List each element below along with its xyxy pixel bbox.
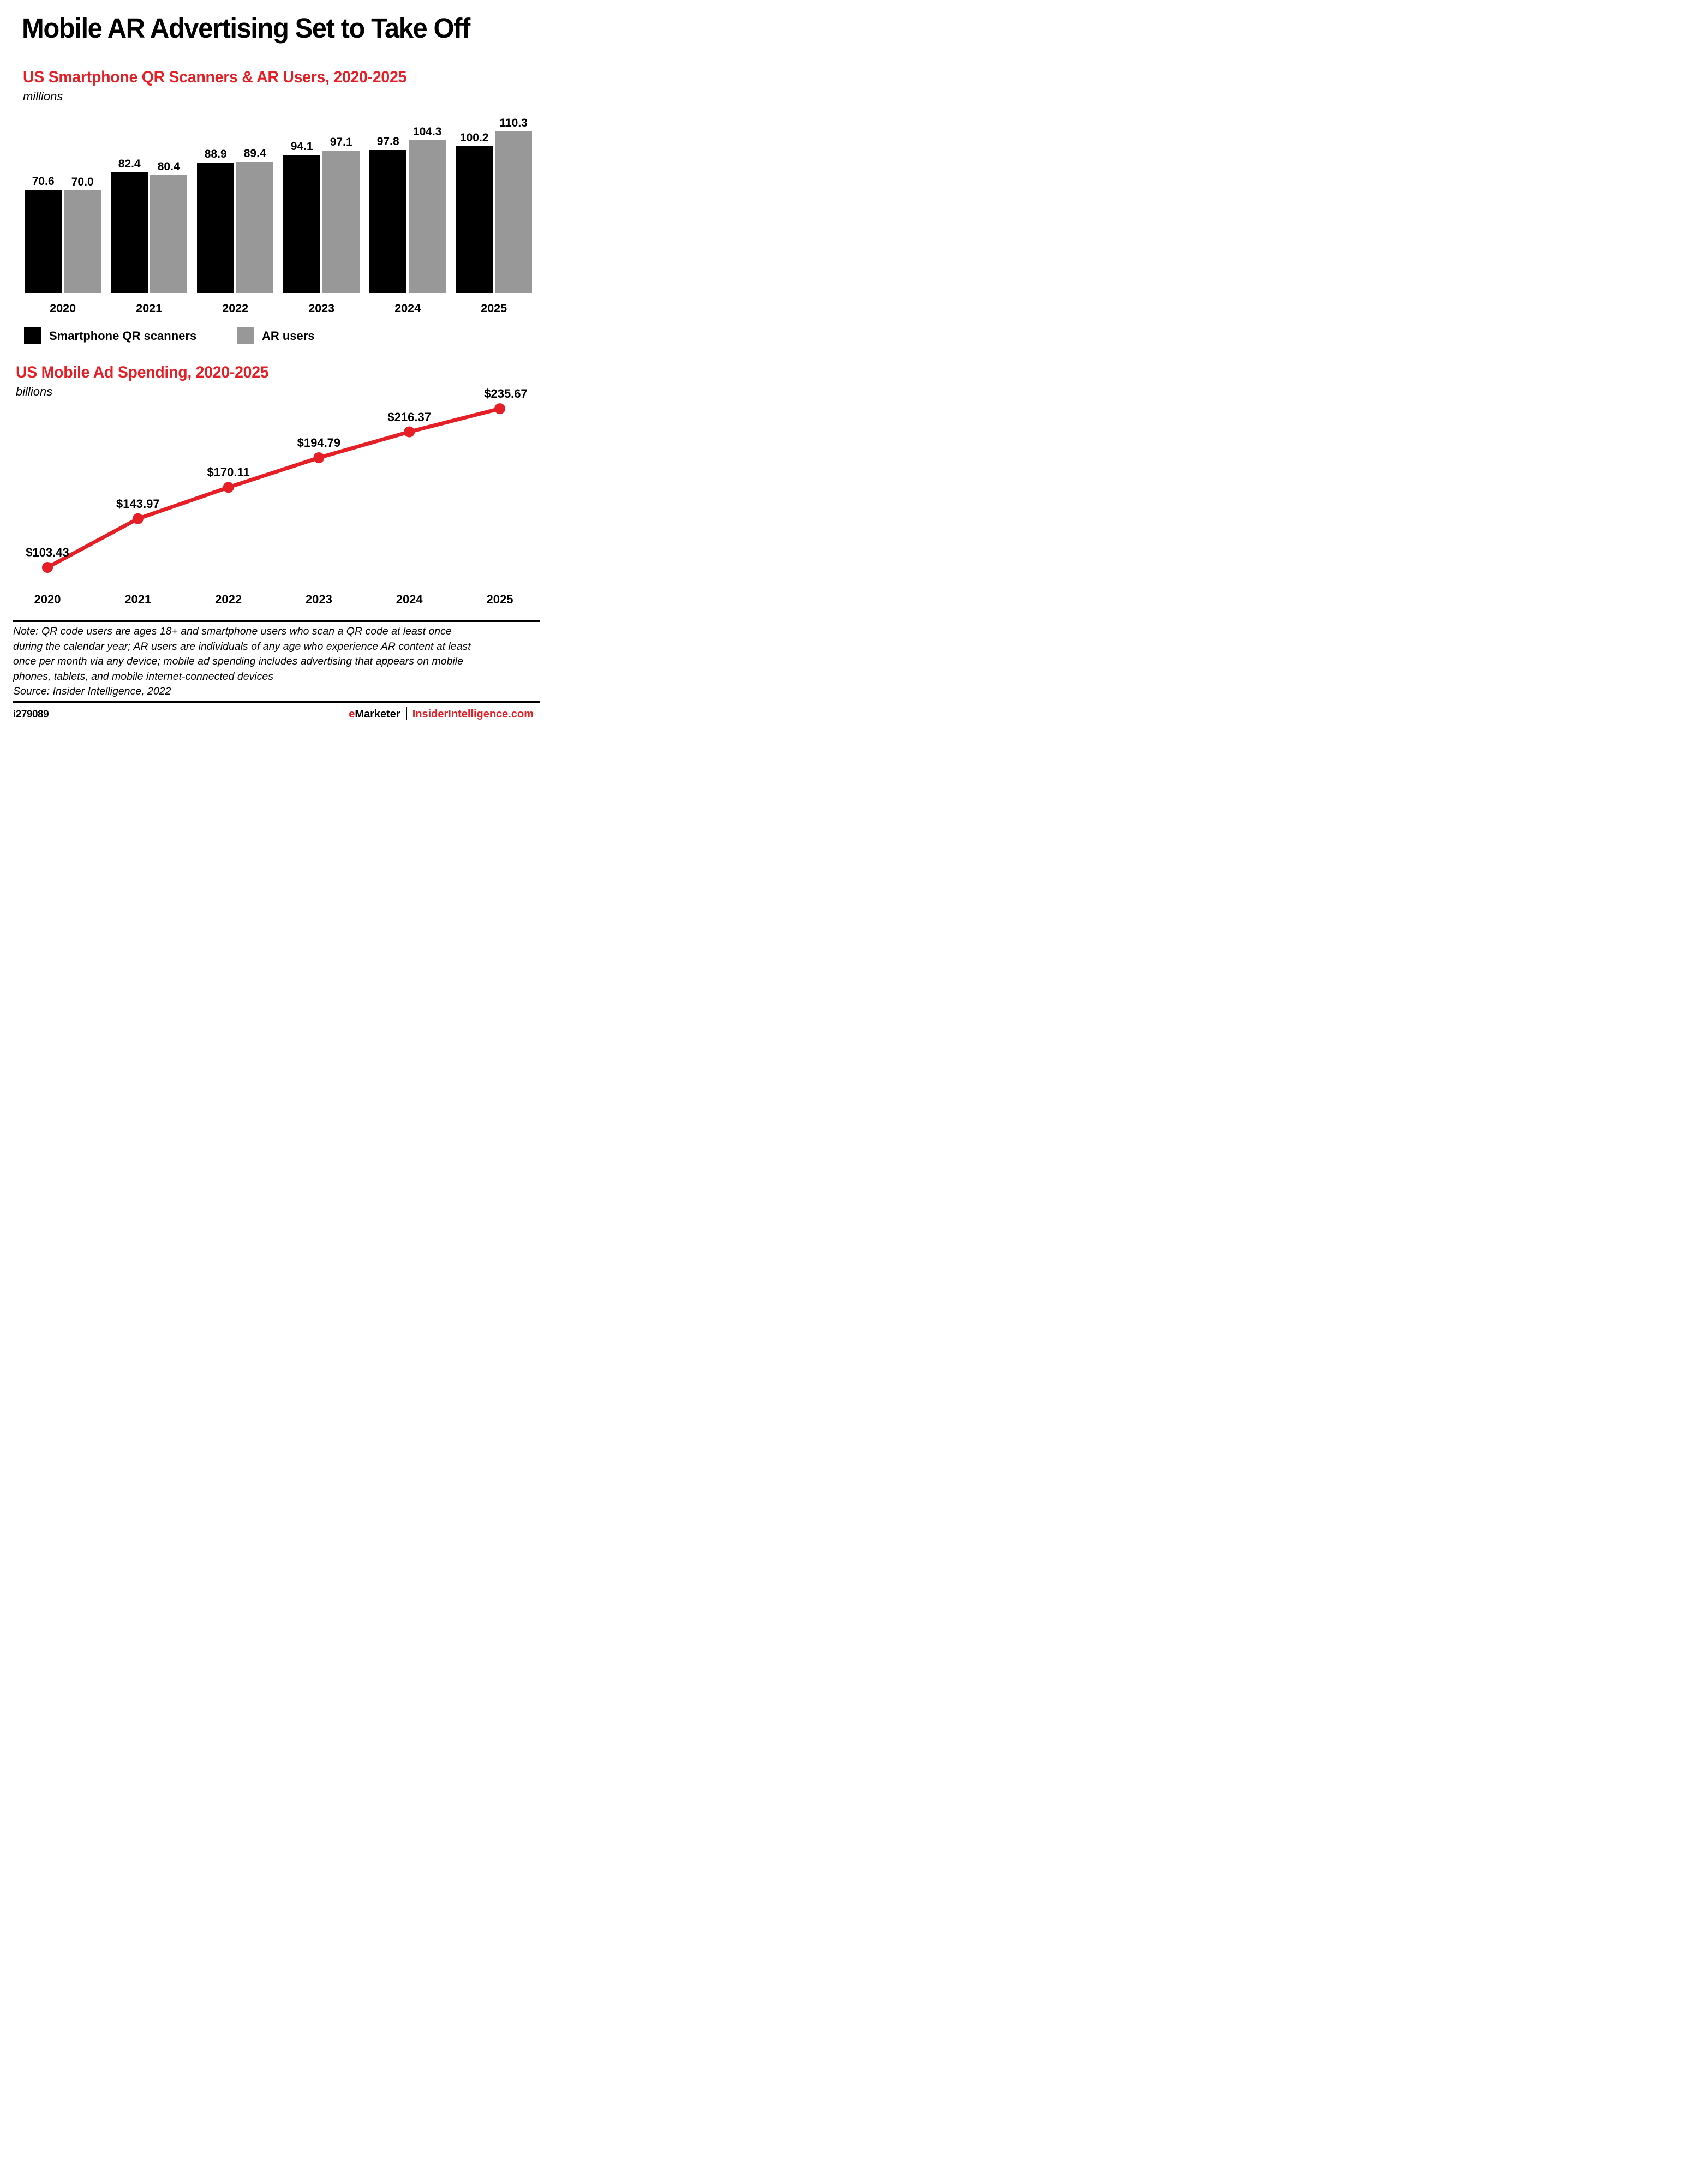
infographic: Mobile AR Advertising Set to Take Off US…	[0, 0, 564, 728]
bar-qr-scanners-2020	[25, 189, 62, 293]
bar-qr-scanners-2023	[283, 155, 321, 293]
footer-rule	[13, 701, 540, 703]
line-value-label: $170.11	[207, 465, 250, 480]
line-value-label: $194.79	[297, 436, 341, 450]
brand-site-link: InsiderIntelligence.com	[412, 708, 534, 720]
note-line-4: phones, tablets, and mobile internet-con…	[13, 670, 273, 683]
bar-chart-title: US Smartphone QR Scanners & AR Users, 20…	[23, 68, 407, 86]
brand-emarketer: eMarketer	[349, 708, 400, 720]
emarketer-e: e	[349, 708, 355, 720]
bar-value-label: 70.6	[32, 175, 55, 188]
brand-separator-bar	[405, 707, 407, 720]
line-series-path	[46, 406, 500, 570]
bar-chart-unit-label: millions	[23, 89, 63, 103]
bar-value-label: 97.8	[376, 135, 399, 148]
bar-x-axis-label-2025: 2025	[481, 302, 507, 315]
line-chart-unit-label: billions	[16, 385, 53, 398]
line-x-axis-label-2025: 2025	[486, 593, 513, 606]
line-x-axis-label-2021: 2021	[124, 593, 152, 606]
bar-value-label: 97.1	[330, 136, 352, 149]
bar-value-label: 94.1	[290, 140, 313, 153]
line-point-2023	[313, 452, 325, 464]
bar-value-label: 82.4	[118, 157, 141, 170]
line-value-label: $103.43	[26, 546, 69, 559]
bar-ar-users-2023	[322, 151, 360, 293]
line-chart-title: US Mobile Ad Spending, 2020-2025	[16, 363, 269, 381]
bar-x-axis-label-2023: 2023	[308, 302, 335, 315]
bar-ar-users-2022	[236, 162, 274, 293]
bar-chart-plot: 70.6 70.0 2020 82.4 80.4 2021 88.9 89.4 2022 94.1…	[0, 0, 564, 327]
bar-x-axis-label-2021: 2021	[136, 302, 163, 315]
line-point-2022	[223, 482, 234, 493]
bar-value-label: 80.4	[157, 160, 180, 173]
bar-ar-users-2020	[64, 190, 101, 293]
line-value-label: $216.37	[387, 410, 431, 424]
bar-qr-scanners-2025	[456, 146, 493, 293]
bar-value-label: 110.3	[499, 117, 528, 129]
bar-x-axis-label-2024: 2024	[394, 302, 421, 315]
bar-value-label: 104.3	[412, 125, 442, 139]
line-chart-plot: $103.43 2020 $143.97 2021 $170.11 2022 $194.79…	[0, 0, 564, 611]
bar-value-label: 70.0	[71, 176, 94, 189]
line-point-2024	[404, 426, 415, 438]
legend-label-ar-users: AR users	[262, 329, 315, 343]
bar-ar-users-2021	[150, 175, 188, 293]
note-line-1: Note: QR code users are ages 18+ and sma…	[13, 625, 452, 637]
brand-lockup: eMarketer InsiderIntelligence.com	[349, 707, 534, 721]
line-value-label: $143.97	[116, 496, 160, 511]
bar-value-label: 100.2	[459, 131, 489, 145]
bar-ar-users-2025	[495, 131, 533, 293]
note-line-2: during the calendar year; AR users are i…	[13, 640, 471, 653]
legend-swatch-qr-scanners	[24, 327, 41, 344]
note-line-3: once per month via any device; mobile ad…	[13, 655, 463, 667]
line-point-2020	[42, 562, 53, 573]
legend-swatch-ar-users	[237, 327, 254, 344]
line-x-axis-label-2024: 2024	[396, 593, 423, 606]
line-point-2021	[132, 513, 144, 524]
bar-ar-users-2024	[409, 140, 446, 293]
bar-x-axis-label-2020: 2020	[50, 302, 76, 315]
bar-qr-scanners-2021	[111, 172, 148, 293]
bar-qr-scanners-2022	[197, 163, 235, 293]
bar-x-axis-label-2022: 2022	[222, 302, 249, 315]
line-x-axis-label-2020: 2020	[34, 593, 61, 606]
footer-chart-id: i279089	[13, 709, 49, 720]
page-title: Mobile AR Advertising Set to Take Off	[22, 13, 470, 44]
emarketer-rest: Marketer	[355, 708, 400, 720]
line-x-axis-label-2022: 2022	[215, 593, 242, 606]
bar-qr-scanners-2024	[369, 149, 407, 293]
note-divider-rule	[13, 620, 540, 622]
line-point-2025	[494, 403, 505, 415]
legend-label-qr-scanners: Smartphone QR scanners	[49, 329, 197, 343]
line-chart-svg	[42, 403, 505, 573]
bar-value-label: 89.4	[243, 147, 266, 160]
line-value-label: $235.67	[484, 387, 528, 401]
source-line: Source: Insider Intelligence, 2022	[13, 685, 171, 697]
note-text: Note: QR code users are ages 18+ and sma…	[13, 624, 471, 699]
line-x-axis-label-2023: 2023	[305, 593, 332, 606]
bar-value-label: 88.9	[204, 148, 227, 161]
